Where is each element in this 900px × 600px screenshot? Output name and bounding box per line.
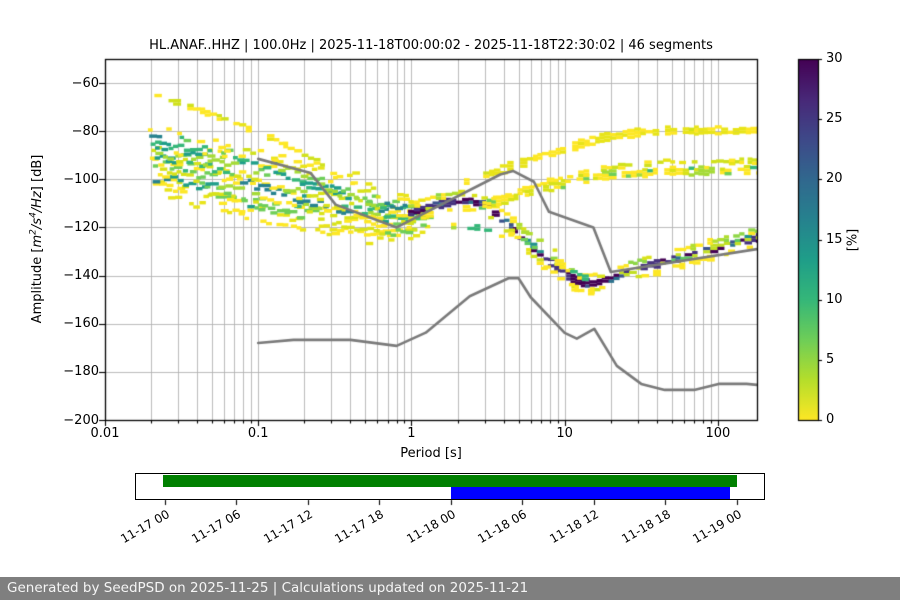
- selected-window-bar-blue: [450, 487, 731, 499]
- colorbar-tick-label: 10: [826, 291, 843, 307]
- colorbar-tick-label: 5: [826, 351, 835, 367]
- y-axis-label: Amplitude [m2/s4/Hz] [dB]: [28, 154, 46, 324]
- y-tick-label: −60: [71, 75, 99, 91]
- footer-status-bar: Generated by SeedPSD on 2025-11-25 | Cal…: [0, 577, 900, 600]
- colorbar-unit-label: [%]: [845, 228, 861, 252]
- colorbar-tick-label: 30: [826, 51, 843, 66]
- y-tick-label: −100: [63, 171, 99, 187]
- colorbar-tick-label: 15: [826, 231, 843, 247]
- coverage-bar-green: [163, 474, 737, 487]
- y-tick-label: −140: [63, 268, 99, 284]
- chart-title: HL.ANAF..HHZ | 100.0Hz | 2025-11-18T00:0…: [149, 38, 713, 53]
- y-tick-label: −120: [63, 219, 99, 235]
- x-tick-label: 100: [705, 426, 731, 441]
- x-tick-label: 0.1: [247, 426, 269, 441]
- x-tick-label: 10: [556, 426, 573, 441]
- colorbar-tick-label: 0: [826, 412, 835, 427]
- y-tick-label: −180: [63, 364, 99, 380]
- colorbar-tick-label: 25: [826, 111, 843, 127]
- y-tick-label: −200: [63, 412, 99, 428]
- y-tick-label: −160: [63, 316, 99, 332]
- y-tick-label: −80: [71, 123, 99, 139]
- x-tick-label: 0.01: [90, 426, 120, 441]
- x-axis-label: Period [s]: [400, 446, 462, 461]
- colorbar-tick-label: 20: [826, 171, 843, 187]
- x-tick-label: 1: [407, 426, 416, 441]
